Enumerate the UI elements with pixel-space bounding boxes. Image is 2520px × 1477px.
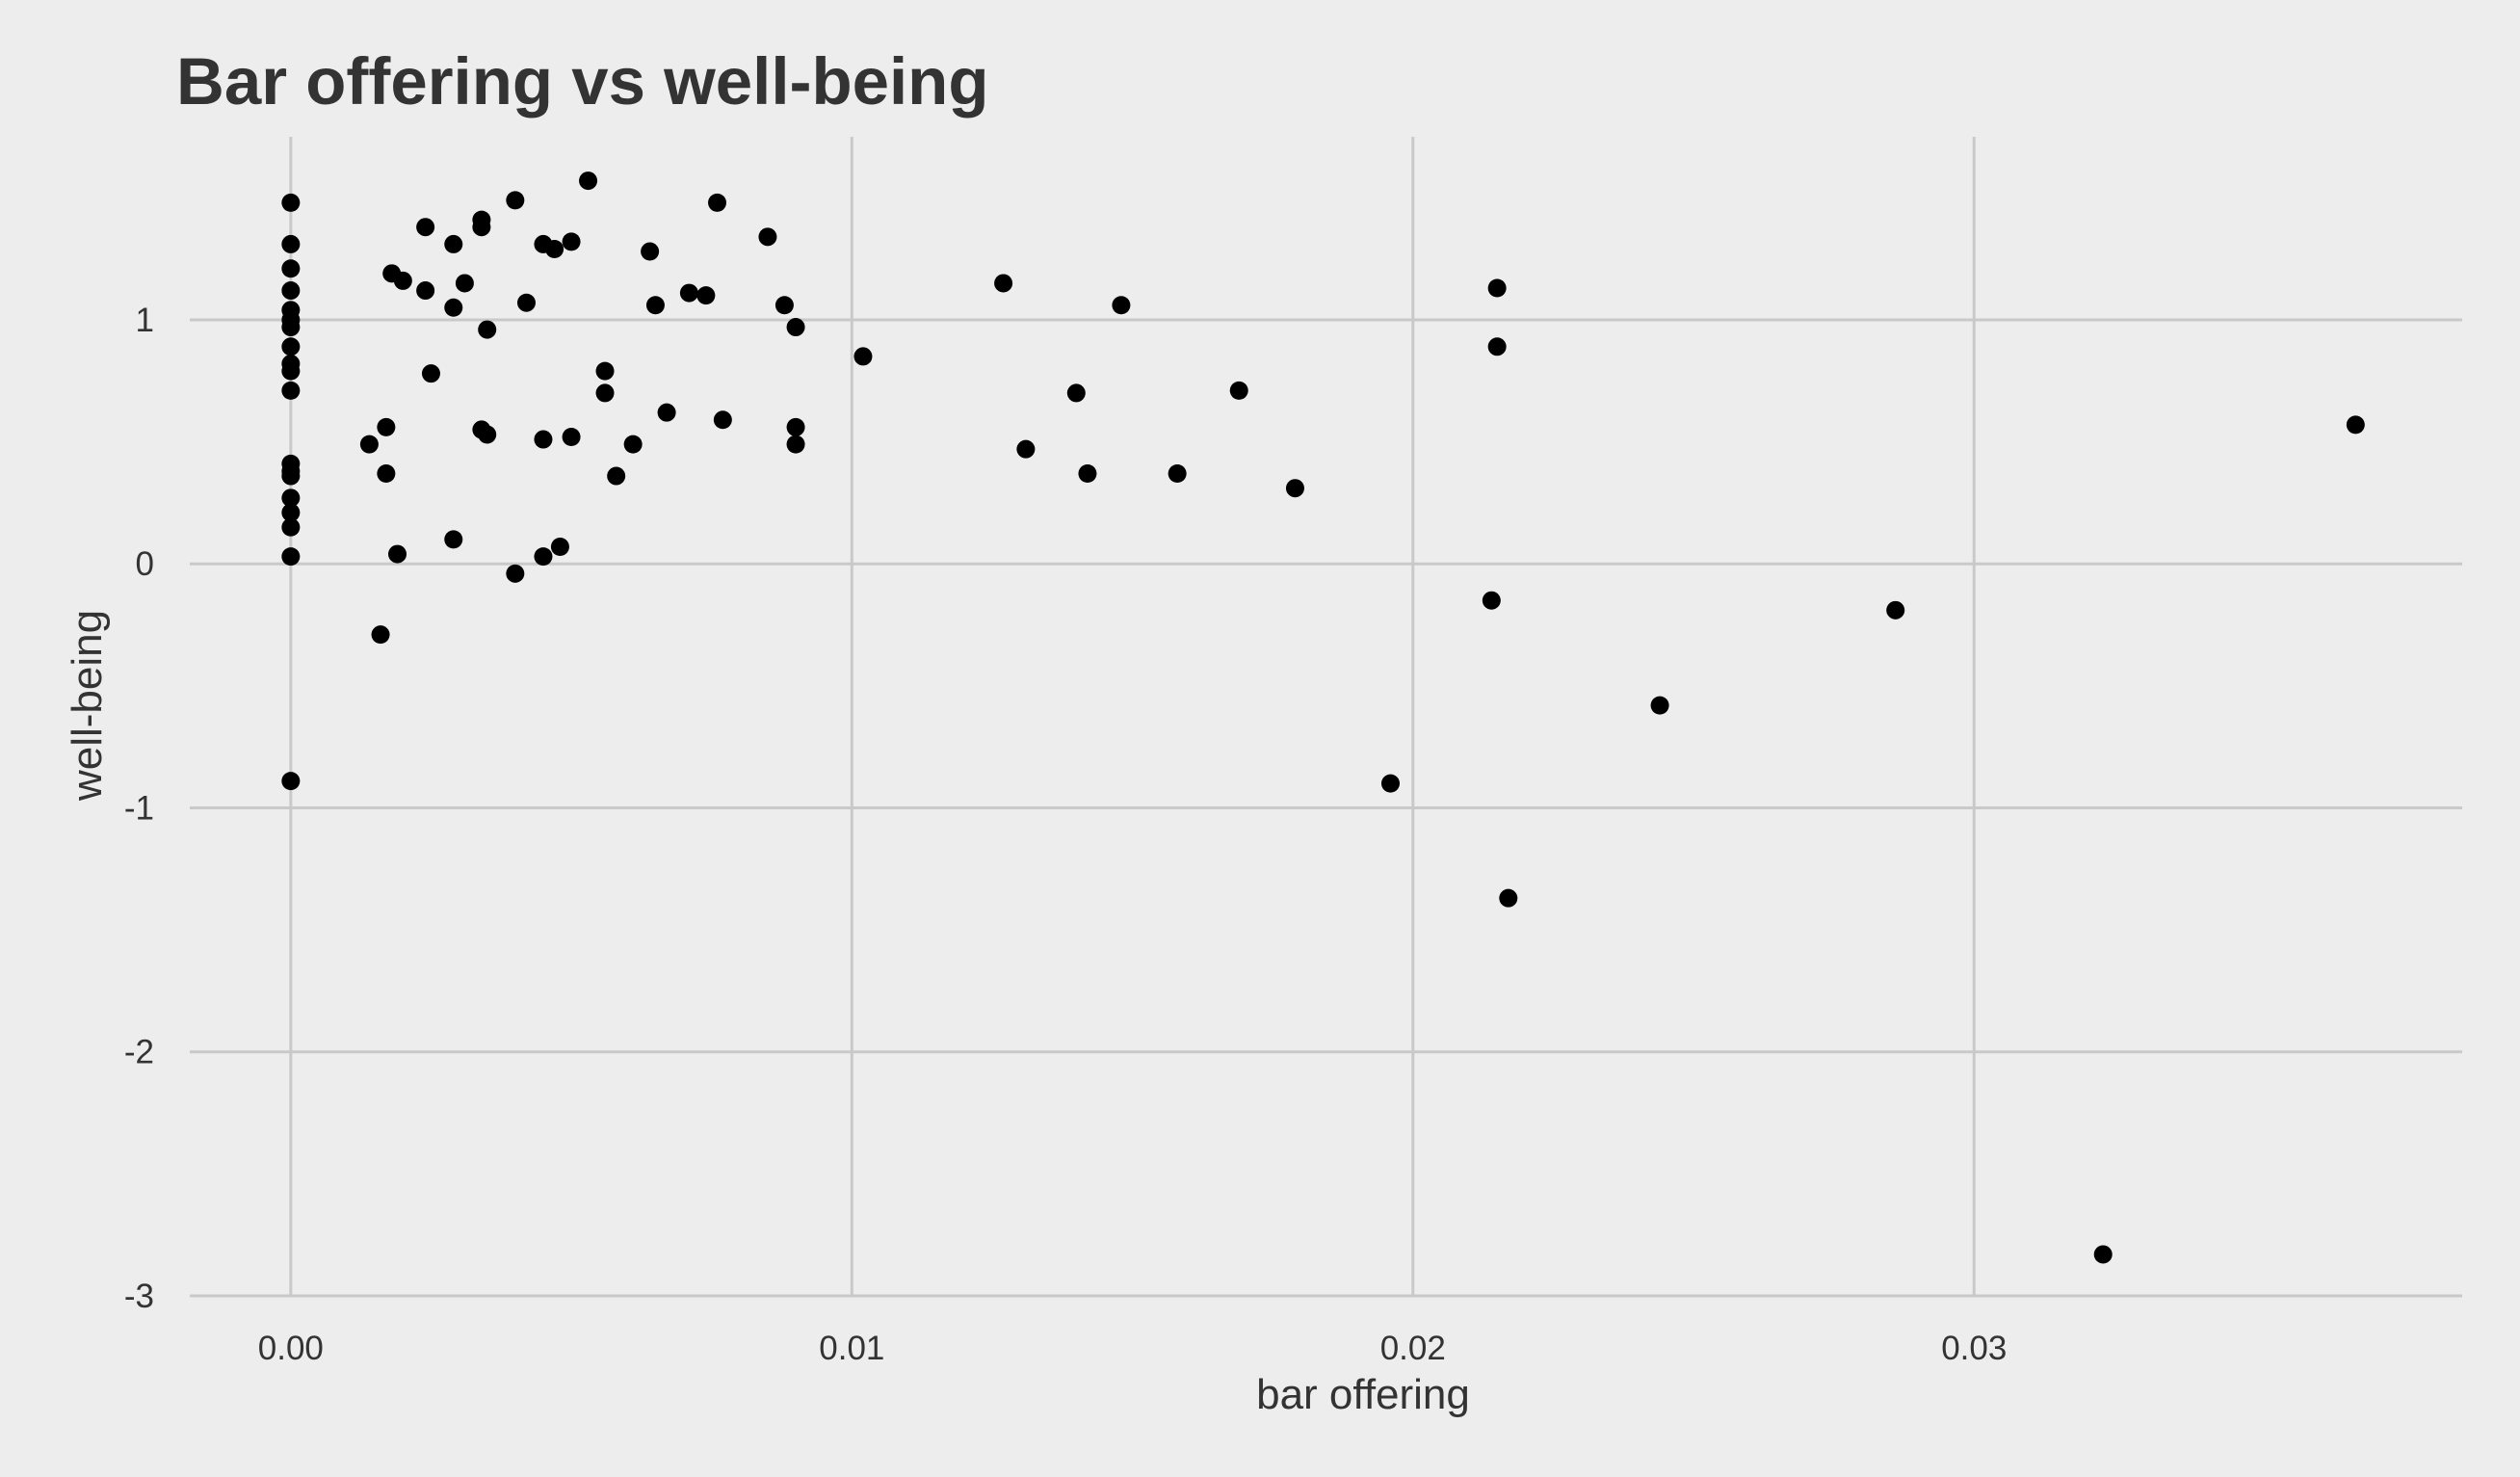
- scatter-point: [786, 417, 805, 436]
- y-tick-label: 1: [136, 302, 154, 339]
- scatter-point: [595, 383, 615, 403]
- scatter-point: [506, 191, 525, 210]
- grid-lines: [190, 137, 2462, 1298]
- scatter-point: [281, 361, 301, 381]
- scatter-point: [1650, 696, 1669, 715]
- scatter-point: [1487, 337, 1507, 356]
- scatter-point: [506, 564, 525, 583]
- tick-labels: 0.00 0.01 0.02 0.03 1 0 -1 -2 -3: [124, 302, 2007, 1367]
- scatter-point: [478, 320, 497, 339]
- scatter-point: [595, 361, 615, 381]
- scatter-point: [607, 466, 626, 486]
- scatter-point: [1482, 591, 1501, 610]
- scatter-point: [371, 625, 390, 645]
- scatter-point: [388, 544, 407, 564]
- scatter-point: [444, 530, 463, 549]
- scatter-point: [1229, 381, 1248, 400]
- scatter-point: [562, 428, 581, 447]
- scatter-point: [281, 318, 301, 337]
- y-tick-label: -2: [124, 1034, 154, 1071]
- scatter-point: [1285, 479, 1304, 498]
- scatter-point: [579, 171, 598, 191]
- scatter-point: [281, 466, 301, 486]
- scatter-point: [281, 234, 301, 253]
- x-tick-label: 0.02: [1380, 1330, 1446, 1367]
- scatter-point: [1066, 383, 1086, 403]
- scatter-point: [281, 772, 301, 791]
- x-tick-label: 0.00: [258, 1330, 324, 1367]
- y-axis-title: well-being: [64, 610, 111, 802]
- scatter-point: [281, 381, 301, 400]
- scatter-point: [1487, 278, 1507, 298]
- scatter-point: [472, 218, 491, 237]
- scatter-point: [377, 417, 396, 436]
- y-tick-label: -1: [124, 789, 154, 827]
- scatter-point: [359, 435, 379, 454]
- scatter-point: [281, 337, 301, 356]
- scatter-point: [758, 227, 777, 247]
- scatter-point: [713, 410, 732, 430]
- scatter-point: [455, 274, 474, 293]
- scatter-point: [444, 234, 463, 253]
- scatter-point: [1016, 439, 1036, 459]
- scatter-point: [774, 296, 794, 315]
- scatter-point: [786, 435, 805, 454]
- scatter-point: [534, 430, 553, 449]
- scatter-point: [562, 232, 581, 251]
- scatter-point: [545, 240, 564, 259]
- scatter-point: [786, 318, 805, 337]
- scatter-point: [534, 547, 553, 567]
- scatter-point: [853, 347, 873, 366]
- scatter-point: [623, 435, 643, 454]
- scatter-point: [281, 193, 301, 212]
- scatter-point: [1499, 888, 1518, 908]
- scatter-point: [994, 274, 1013, 293]
- scatter-point: [645, 296, 665, 315]
- scatter-point: [641, 242, 660, 261]
- scatter-point: [679, 283, 698, 303]
- scatter-point: [2093, 1245, 2113, 1264]
- scatter-point: [657, 403, 676, 422]
- scatter-point: [696, 286, 716, 305]
- scatter-point: [708, 193, 727, 212]
- scatter-point: [444, 298, 463, 317]
- scatter-point: [281, 281, 301, 301]
- scatter-point: [281, 517, 301, 537]
- y-tick-label: 0: [136, 545, 154, 583]
- x-tick-label: 0.03: [1941, 1330, 2007, 1367]
- scatter-point: [1168, 464, 1187, 484]
- scatter-point: [281, 503, 301, 522]
- x-tick-label: 0.01: [819, 1330, 884, 1367]
- scatter-point: [281, 488, 301, 508]
- scatter-point: [281, 259, 301, 278]
- y-tick-label: -3: [124, 1278, 154, 1315]
- scatter-point: [421, 364, 440, 383]
- scatter-point: [393, 271, 412, 290]
- chart-title: Bar offering vs well-being: [176, 44, 988, 119]
- scatter-point: [1112, 296, 1131, 315]
- scatter-point: [377, 464, 396, 484]
- scatter-point: [550, 537, 569, 556]
- scatter-point: [1078, 464, 1097, 484]
- data-points: [281, 171, 2365, 1264]
- scatter-point: [478, 425, 497, 444]
- scatter-point: [1886, 600, 1905, 620]
- x-axis-title: bar offering: [1256, 1371, 1470, 1418]
- scatter-point: [516, 293, 536, 312]
- scatter-point: [281, 547, 301, 567]
- scatter-point: [2346, 415, 2365, 435]
- scatter-point: [416, 281, 435, 301]
- scatter-point: [1380, 774, 1400, 793]
- scatter-point: [416, 218, 435, 237]
